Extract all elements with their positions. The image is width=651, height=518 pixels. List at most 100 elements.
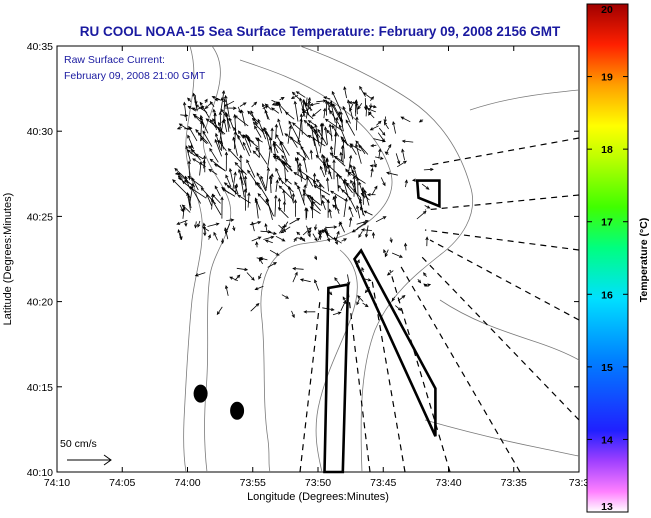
current-vector-head (273, 231, 277, 235)
current-vector (357, 102, 363, 110)
current-vector (365, 225, 369, 237)
current-vector-head (181, 204, 186, 209)
current-vector-head (373, 104, 377, 109)
current-vector (324, 127, 328, 145)
current-vector (183, 102, 187, 121)
current-vector-head (348, 154, 353, 159)
current-vector-head (224, 151, 229, 156)
current-vector-head (348, 100, 353, 105)
current-vector-head (388, 143, 392, 148)
current-vector-head (299, 97, 303, 102)
current-vector (375, 216, 386, 223)
x-axis-label: Longitude (Degrees:Minutes) (247, 491, 389, 503)
current-vector (225, 95, 230, 118)
current-vector (321, 123, 324, 143)
current-vector-head (303, 310, 308, 314)
current-vector (342, 106, 351, 124)
current-vector-head (321, 194, 326, 199)
current-vector (353, 166, 358, 179)
current-vector-head (197, 223, 201, 228)
current-vector (267, 146, 271, 169)
current-vector-head (351, 229, 356, 233)
current-vector (285, 178, 292, 185)
current-vector (187, 176, 204, 188)
current-vector-head (307, 120, 312, 124)
current-vector-head (364, 303, 369, 308)
current-vector (274, 195, 277, 217)
current-vector (265, 199, 274, 217)
current-vector (265, 103, 272, 111)
current-vector-head (284, 111, 289, 116)
current-vector-head (358, 144, 362, 149)
current-vector-head (303, 183, 307, 188)
sewer-outfall-box (352, 248, 437, 437)
current-vector (358, 144, 366, 155)
current-vector (187, 106, 197, 112)
current-vector-head (257, 192, 262, 197)
current-vector-head (401, 148, 405, 153)
current-vector-head (266, 167, 270, 171)
current-vector-head (389, 239, 393, 244)
current-vector (255, 147, 268, 165)
current-vector-head (315, 178, 320, 183)
current-vector-head (378, 148, 382, 153)
current-vector (333, 196, 340, 214)
current-vector-head (333, 225, 338, 229)
current-vector-head (282, 200, 287, 205)
current-vector-head (271, 102, 276, 106)
current-vector (356, 205, 361, 219)
current-vector (254, 126, 262, 138)
current-vector (245, 176, 247, 193)
current-vector-head (273, 142, 277, 147)
colorbar-tick-label: 13 (601, 501, 613, 513)
current-vector (195, 129, 202, 138)
current-vector-head (210, 193, 215, 198)
sector-dashed-line (299, 299, 321, 473)
current-vector (280, 141, 290, 156)
current-vector-head (384, 253, 388, 258)
current-vector-head (296, 156, 300, 161)
current-vector-head (214, 98, 219, 102)
current-vector (297, 157, 299, 176)
current-vector-head (244, 267, 249, 272)
current-vector-head (370, 167, 374, 172)
current-vector-head (209, 147, 213, 152)
current-vector-head (257, 137, 261, 142)
current-vector-head (313, 128, 317, 133)
current-vector (265, 131, 271, 150)
current-vector-head (328, 208, 332, 213)
current-vector-head (194, 153, 199, 157)
current-vector (194, 95, 197, 105)
current-vector (423, 168, 434, 171)
current-vector (258, 273, 262, 280)
current-vector-head (236, 274, 241, 279)
current-vector-head (194, 273, 199, 277)
current-vector (329, 110, 340, 125)
current-vector (260, 176, 267, 191)
current-vector-head (275, 167, 279, 172)
current-vector (338, 175, 353, 194)
current-vector (339, 124, 348, 146)
current-vector (250, 303, 260, 312)
current-vector (271, 173, 273, 184)
current-vector-head (348, 196, 352, 201)
current-vector-head (274, 102, 279, 106)
colorbar-tick-label: 16 (601, 289, 613, 301)
current-vector-head (258, 275, 262, 280)
current-vector-head (186, 192, 190, 196)
current-vector-head (343, 238, 348, 242)
current-vector (229, 118, 234, 129)
colorbar (586, 3, 629, 513)
current-vector-head (272, 155, 277, 160)
current-vector-head (319, 122, 324, 127)
current-vector (184, 179, 196, 187)
current-vector (314, 185, 331, 196)
current-vector (213, 232, 218, 241)
current-vector-head (218, 111, 222, 116)
current-vector (355, 144, 362, 164)
current-vector-head (335, 116, 339, 121)
current-vector (296, 91, 306, 98)
current-vector (392, 121, 396, 134)
current-vector (355, 140, 369, 155)
